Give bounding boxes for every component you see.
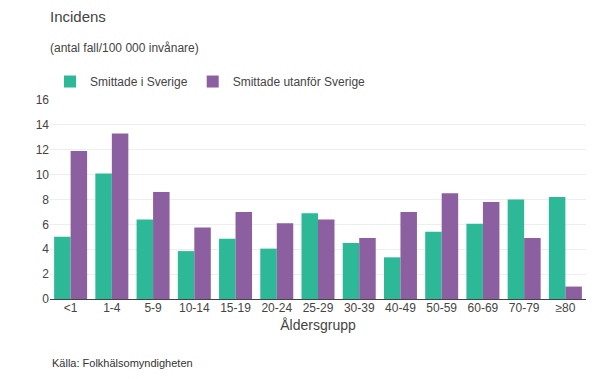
svg-text:0: 0 — [42, 292, 49, 306]
svg-text:Smittade utanför Sverige: Smittade utanför Sverige — [233, 75, 365, 89]
svg-text:2: 2 — [42, 267, 49, 281]
svg-text:10: 10 — [36, 168, 50, 182]
svg-text:5-9: 5-9 — [144, 301, 162, 315]
svg-text:25-29: 25-29 — [303, 301, 334, 315]
svg-text:14: 14 — [36, 118, 50, 132]
svg-text:16: 16 — [36, 93, 50, 107]
svg-text:≥80: ≥80 — [555, 301, 575, 315]
svg-text:8: 8 — [42, 193, 49, 207]
svg-text:10-14: 10-14 — [179, 301, 210, 315]
svg-text:30-39: 30-39 — [344, 301, 375, 315]
svg-text:50-59: 50-59 — [426, 301, 457, 315]
svg-text:4: 4 — [42, 242, 49, 256]
svg-text:60-69: 60-69 — [468, 301, 499, 315]
svg-text:Smittade i Sverige: Smittade i Sverige — [90, 75, 188, 89]
svg-text:(antal fall/100 000 invånare): (antal fall/100 000 invånare) — [50, 41, 199, 55]
svg-text:40-49: 40-49 — [385, 301, 416, 315]
svg-text:1-4: 1-4 — [103, 301, 121, 315]
svg-text:20-24: 20-24 — [261, 301, 292, 315]
svg-text:Incidens: Incidens — [50, 8, 106, 25]
svg-text:6: 6 — [42, 218, 49, 232]
svg-text:12: 12 — [36, 143, 50, 157]
svg-text:<1: <1 — [64, 301, 78, 315]
svg-text:Åldersgrupp: Åldersgrupp — [280, 317, 356, 333]
svg-text:Källa: Folkhälsomyndigheten: Källa: Folkhälsomyndigheten — [52, 357, 193, 369]
svg-text:15-19: 15-19 — [220, 301, 251, 315]
svg-text:70-79: 70-79 — [509, 301, 540, 315]
